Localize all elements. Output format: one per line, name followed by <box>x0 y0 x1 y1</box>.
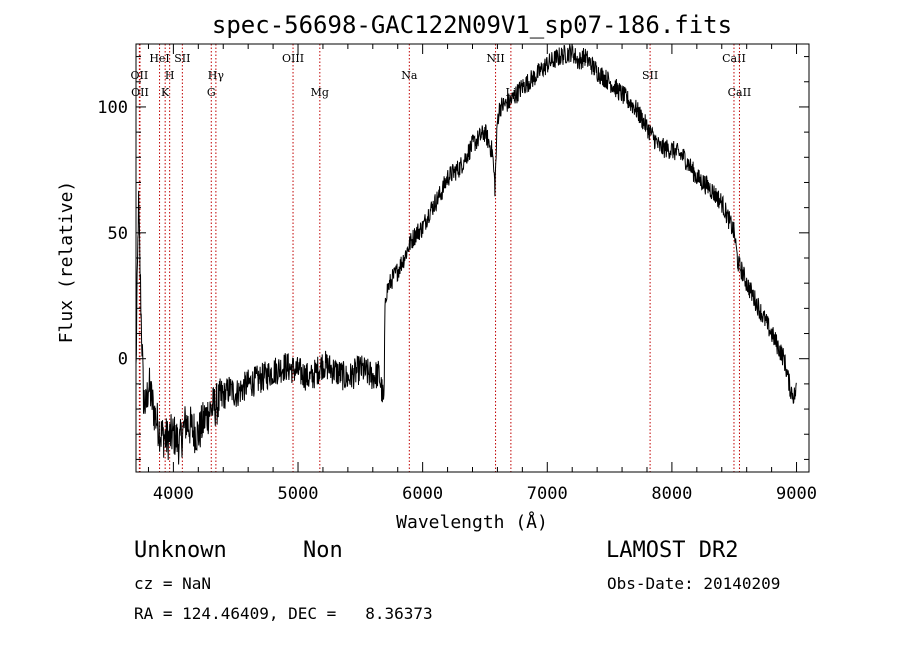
observation-date: Obs-Date: 20140209 <box>607 574 781 593</box>
ra-dec-coordinates: RA = 124.46409, DEC = 8.36373 <box>134 604 433 623</box>
spectral-line-label: OII <box>131 69 149 82</box>
spectral-line-label: CaII <box>728 86 752 99</box>
y-tick-label: 50 <box>108 224 128 244</box>
chart-title: spec-56698-GAC122N09V1_sp07-186.fits <box>212 11 732 39</box>
spectral-line-label: G <box>207 86 216 99</box>
spectral-line-label: OIII <box>282 52 304 65</box>
x-tick-label: 6000 <box>402 484 443 504</box>
x-tick-label: 8000 <box>651 484 692 504</box>
spectral-line-label: CaII <box>722 52 746 65</box>
object-subclass: Non <box>303 538 343 563</box>
spectral-line-label: HeI <box>149 52 169 65</box>
x-tick-label: 4000 <box>153 484 194 504</box>
spectral-line-label: H <box>165 69 175 82</box>
survey-name: LAMOST DR2 <box>606 538 739 563</box>
spectral-line-label: NII <box>486 52 504 65</box>
spectral-line-label: Mg <box>311 86 329 99</box>
flux-series-line <box>135 43 797 465</box>
spectral-line-label: SII <box>174 52 190 65</box>
spectral-line-label: OII <box>131 86 149 99</box>
axis-ticks: 4000 5000 6000 7000 8000 9000 0 50 100 <box>97 44 817 504</box>
x-tick-label: 9000 <box>776 484 817 504</box>
x-axis-label: Wavelength (Å) <box>396 511 548 533</box>
spectral-line-label: K <box>161 86 170 99</box>
plot-frame <box>135 43 810 473</box>
y-axis-label: Flux (relative) <box>56 181 77 344</box>
spectral-line-markers: OIIOIIHeIKHSIIGHγOIIIMgNaNIILiSIICaIICaI… <box>131 44 752 472</box>
x-tick-label: 7000 <box>527 484 568 504</box>
spectral-line-label: Li <box>505 86 516 99</box>
spectral-line-label: SII <box>642 69 658 82</box>
object-class: Unknown <box>134 538 227 563</box>
x-tick-label: 5000 <box>278 484 319 504</box>
y-tick-label: 0 <box>118 350 128 370</box>
redshift-cz: cz = NaN <box>134 574 212 593</box>
spectral-line-label: Na <box>401 69 418 82</box>
spectral-line-label: Hγ <box>208 69 225 82</box>
y-tick-label: 100 <box>97 98 128 118</box>
